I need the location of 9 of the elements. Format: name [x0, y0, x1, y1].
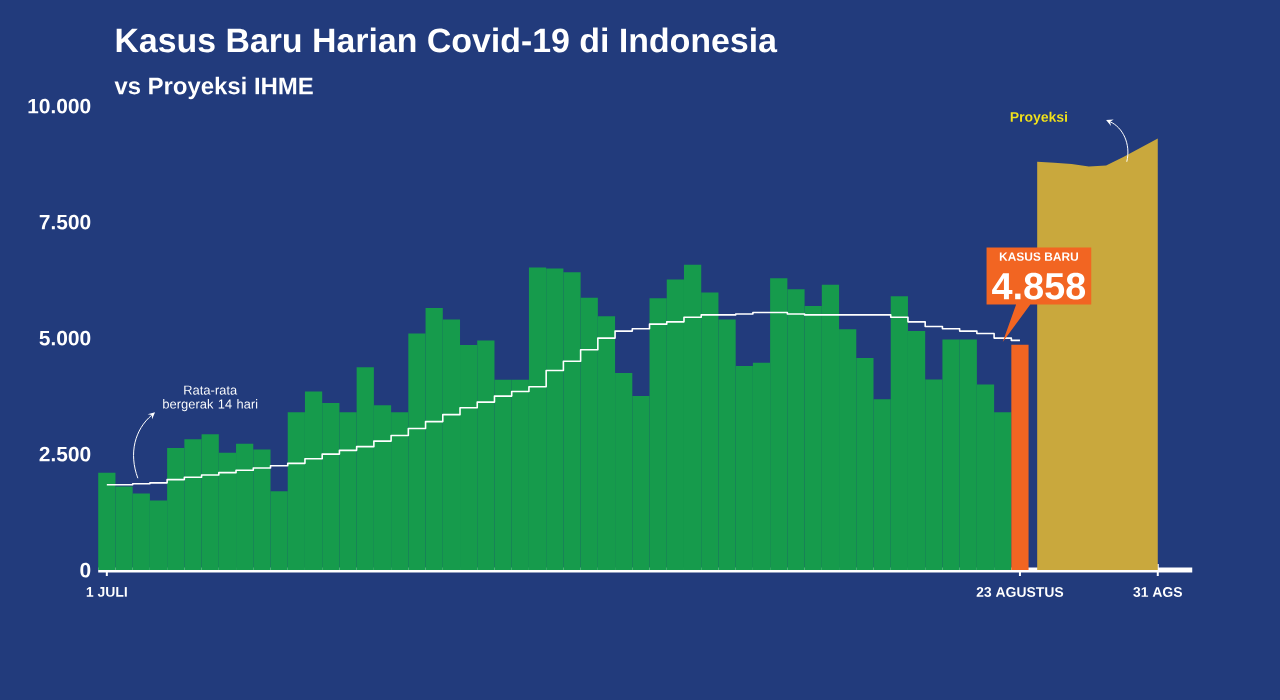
y-tick-label: 5.000 [39, 330, 91, 346]
bar [1011, 344, 1029, 571]
data-label: 4.858 [992, 272, 1086, 300]
chart-subtitle: vs Proyeksi IHME [114, 76, 313, 100]
y-tick-label: 2.500 [39, 446, 91, 462]
y-tick-label: 7.500 [39, 214, 91, 230]
y-tick-label: 10.000 [28, 98, 91, 114]
y-tick-label: 0 [80, 562, 91, 578]
chart-title: Kasus Baru Harian Covid-19 di Indonesia [116, 27, 778, 53]
